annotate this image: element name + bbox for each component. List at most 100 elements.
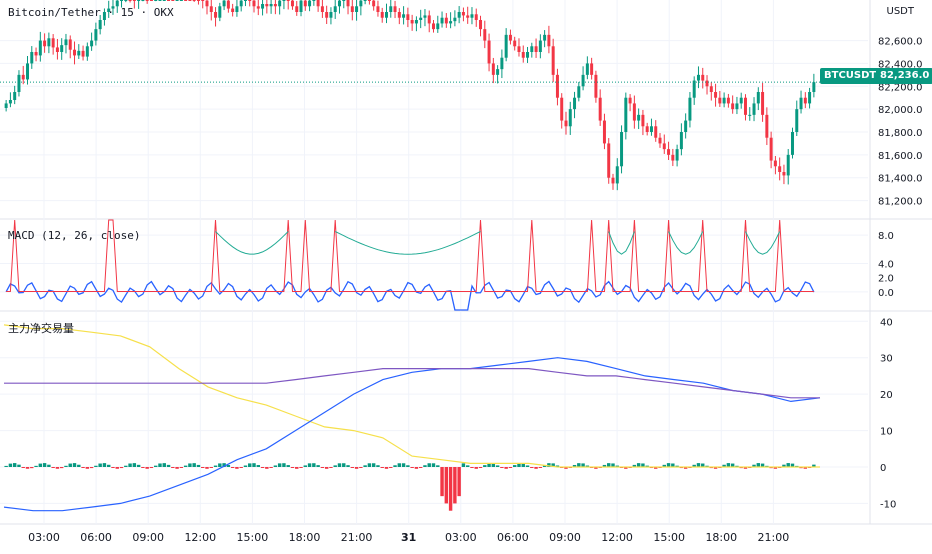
- flow-histogram-bar: [632, 464, 637, 467]
- price-candle: [577, 86, 581, 98]
- price-candle: [402, 14, 406, 18]
- price-candle: [414, 20, 418, 24]
- flow-histogram-bar: [773, 467, 778, 469]
- price-candle: [393, 6, 397, 12]
- flow-histogram-bar: [119, 467, 124, 469]
- flow-histogram-bar: [303, 465, 308, 467]
- price-candle: [30, 52, 34, 64]
- flow-tick-label: 30: [880, 354, 893, 365]
- price-candle: [363, 0, 367, 1]
- price-candle: [248, 0, 252, 1]
- flow-histogram-bar: [645, 465, 649, 467]
- flow-histogram-bar: [282, 463, 286, 467]
- price-candle: [812, 82, 816, 92]
- flow-histogram-bar: [196, 464, 201, 467]
- flow-histogram-bar: [72, 463, 77, 467]
- flow-histogram-bar: [252, 463, 256, 467]
- price-candle: [654, 126, 658, 138]
- flow-histogram-bar: [367, 463, 372, 467]
- flow-histogram-bar: [743, 467, 748, 469]
- flow-histogram-bar: [654, 467, 658, 469]
- price-candle: [350, 6, 354, 12]
- price-candle: [60, 45, 64, 52]
- price-candle: [526, 52, 530, 58]
- flow-histogram-bar: [436, 465, 440, 467]
- flow-histogram-bar: [162, 463, 166, 467]
- time-tick-label: 15:00: [653, 531, 685, 544]
- price-candle: [107, 8, 111, 12]
- price-candle: [684, 120, 688, 132]
- flow-histogram-bar: [508, 467, 513, 468]
- price-candle: [367, 0, 371, 1]
- flow-title: 主力净交易量: [8, 322, 74, 335]
- flow-histogram-bar: [201, 467, 205, 468]
- price-candle: [346, 0, 350, 7]
- price-candle: [590, 63, 594, 75]
- price-candle: [483, 29, 487, 41]
- price-candle: [602, 120, 606, 144]
- price-candle: [158, 0, 162, 1]
- flow-histogram-bar: [324, 467, 329, 469]
- price-candle: [722, 97, 726, 104]
- price-candle: [649, 126, 653, 132]
- price-candle: [692, 80, 696, 98]
- price-candle: [808, 92, 812, 104]
- flow-histogram-bar: [12, 463, 17, 467]
- price-candle: [564, 120, 568, 127]
- flow-histogram-bar: [248, 463, 252, 467]
- price-candle: [13, 92, 17, 100]
- price-candle: [145, 0, 149, 1]
- flow-histogram-bar: [726, 463, 731, 467]
- flow-histogram-bar: [525, 465, 530, 467]
- flow-histogram-bar: [342, 463, 346, 467]
- flow-histogram-bar: [760, 463, 765, 467]
- price-candle: [538, 40, 542, 52]
- price-candle: [337, 0, 341, 7]
- flow-histogram-bar: [585, 465, 590, 467]
- price-candle: [94, 29, 98, 41]
- histogram-envelope: [745, 231, 781, 255]
- flow-histogram-bar: [329, 467, 333, 468]
- flow-histogram-bar: [371, 463, 376, 467]
- price-candle: [167, 0, 171, 1]
- flow-histogram-bar: [183, 465, 188, 467]
- flow-histogram-bar: [154, 465, 158, 467]
- currency-unit: USDT: [886, 6, 914, 17]
- flow-histogram-bar: [179, 467, 184, 468]
- macd-tick-label: 0.0: [878, 288, 894, 299]
- price-candle: [543, 34, 547, 41]
- price-candle: [171, 0, 175, 1]
- flow-histogram-bar: [414, 467, 419, 469]
- histogram-envelope: [334, 231, 481, 255]
- price-candle: [773, 160, 777, 167]
- price-candle: [299, 0, 303, 13]
- flow-histogram-bar: [115, 467, 119, 469]
- price-candle: [252, 0, 256, 7]
- flow-histogram-bar: [222, 463, 226, 467]
- flow-histogram-bar: [218, 463, 222, 467]
- flow-tick-label: 10: [880, 427, 893, 438]
- price-candle: [325, 12, 329, 18]
- price-candle: [55, 47, 59, 52]
- price-candle: [261, 4, 265, 9]
- flow-histogram-bar: [457, 467, 461, 497]
- price-candle: [461, 12, 465, 16]
- flow-histogram-bar: [705, 465, 709, 467]
- price-candle: [359, 0, 363, 7]
- flow-histogram-bar: [34, 465, 38, 467]
- price-candle: [500, 57, 504, 70]
- flow-histogram-bar: [534, 467, 538, 469]
- flow-histogram-bar: [260, 467, 265, 468]
- flow-histogram-bar: [662, 464, 666, 467]
- flow-histogram-bar: [812, 464, 816, 467]
- price-candle: [115, 0, 119, 7]
- price-candle: [714, 92, 718, 98]
- price-candle: [491, 63, 495, 75]
- price-candle: [513, 40, 517, 47]
- flow-histogram-bar: [51, 467, 55, 468]
- price-candle: [184, 0, 188, 1]
- flow-histogram-bar: [555, 465, 560, 467]
- price-candle: [282, 0, 286, 1]
